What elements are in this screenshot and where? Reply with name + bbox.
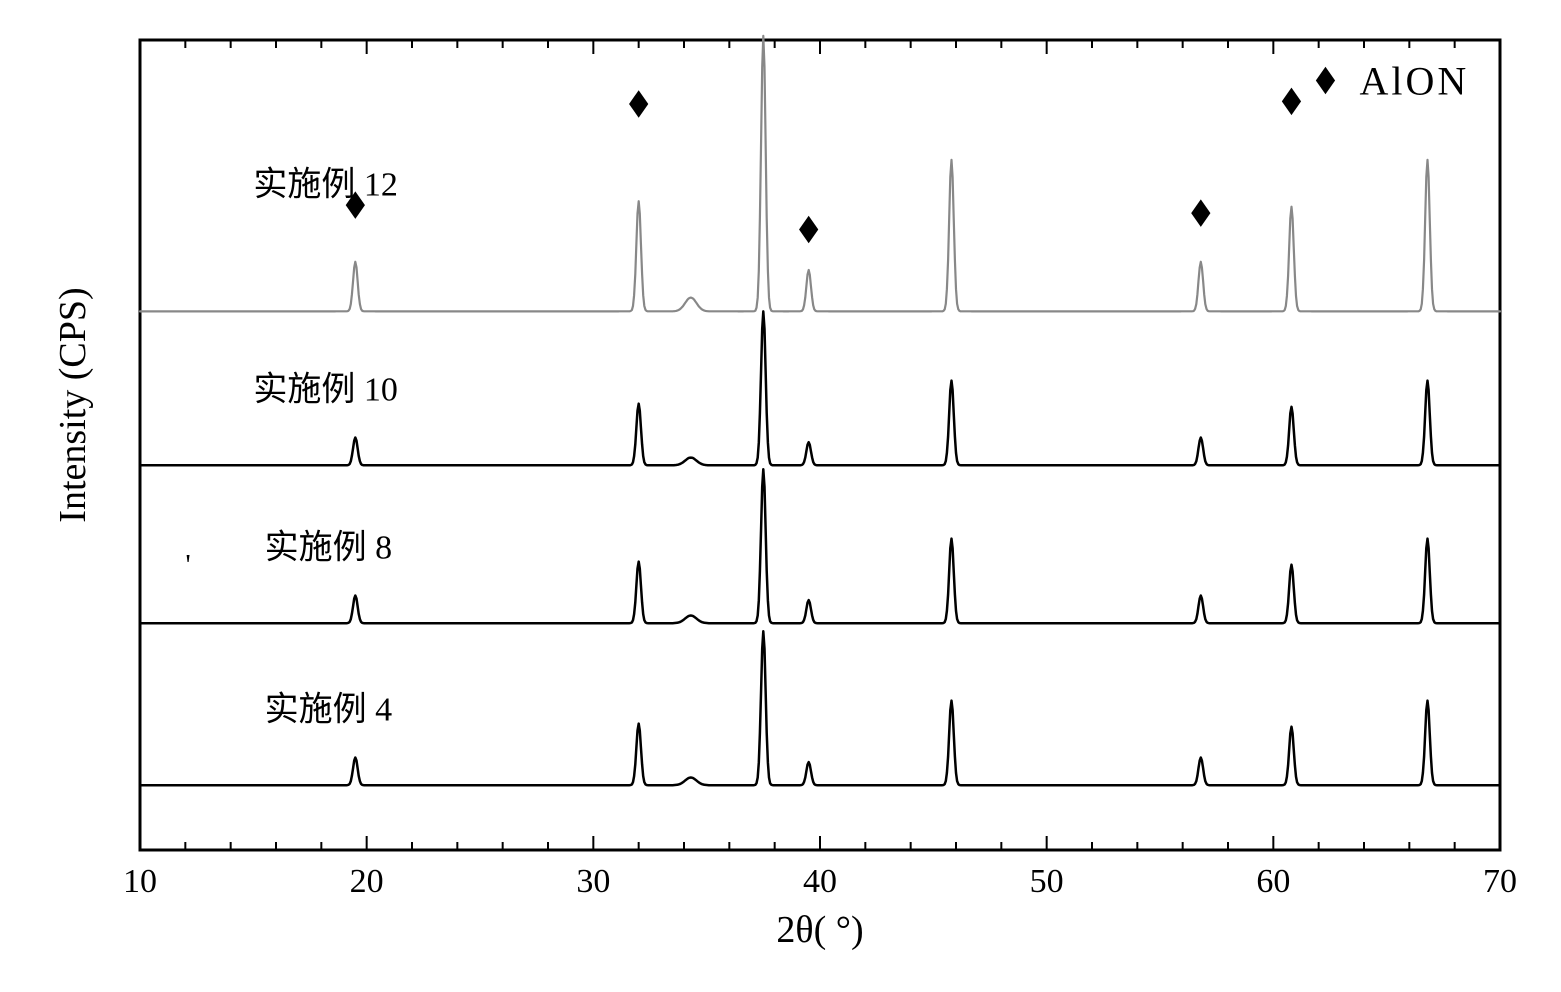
x-tick-label: 40 [803, 863, 837, 900]
trace-label: 实施例 8 [265, 529, 393, 567]
stray-mark: ' [185, 549, 190, 582]
x-tick-label: 60 [1256, 863, 1290, 900]
trace-label: 实施例 10 [253, 371, 397, 409]
trace-label: 实施例 4 [265, 691, 393, 729]
x-tick-label: 70 [1483, 863, 1517, 900]
x-axis-label: 2θ( °) [776, 909, 863, 951]
x-tick-label: 10 [123, 863, 157, 900]
y-axis-label: Intensity (CPS) [52, 287, 94, 522]
x-tick-label: 30 [576, 863, 610, 900]
x-tick-label: 50 [1030, 863, 1064, 900]
trace-label: 实施例 12 [253, 166, 397, 204]
xrd-chart: 10 20 30 40 50 60 70 2θ( °) Intensity (CPS) 实施例 1… [40, 20, 1540, 970]
chart-svg: 10 20 30 40 50 60 70 2θ( °) Intensity (CPS) 实施例 1… [40, 20, 1540, 970]
x-tick-label: 20 [350, 863, 384, 900]
legend-label: AlON [1359, 59, 1469, 104]
